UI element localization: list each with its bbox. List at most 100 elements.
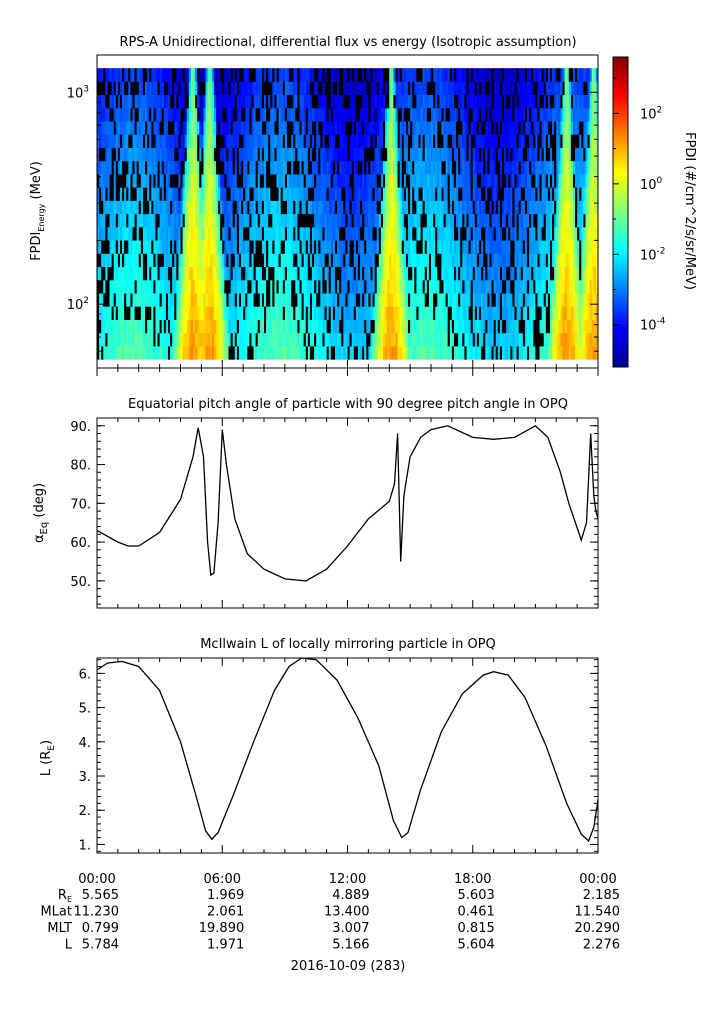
- spectrogram-cell: [466, 213, 469, 228]
- spectrogram-cell: [583, 134, 586, 148]
- spectrogram-cell: [531, 94, 534, 109]
- spectrogram-cell: [324, 266, 328, 281]
- spectrogram-cell: [564, 345, 568, 360]
- spectrogram-cell: [479, 266, 482, 281]
- spectrogram-cell: [579, 174, 582, 188]
- spectrogram-cell: [334, 306, 338, 320]
- spectrogram-cell: [334, 240, 338, 254]
- spectrogram-cell: [422, 200, 426, 215]
- spectrogram-cell: [299, 306, 302, 320]
- spectrogram-cell: [512, 160, 515, 175]
- spectrogram-cell: [418, 134, 421, 148]
- spectrogram-cell: [305, 319, 309, 334]
- spectrogram-cell: [309, 306, 313, 320]
- spectrogram-cell: [259, 147, 263, 162]
- spectrogram-cell: [545, 332, 549, 347]
- spectrogram-cell: [535, 332, 538, 347]
- spectrogram-cell: [474, 319, 478, 334]
- spectrogram-cell: [368, 160, 371, 175]
- spectrogram-cell: [547, 253, 551, 268]
- spectrogram-cell: [443, 94, 447, 109]
- spectrogram-cell: [257, 253, 261, 268]
- spectrogram-cell: [318, 134, 321, 148]
- spectrogram-cell: [577, 107, 580, 122]
- spectrogram-cell: [274, 226, 277, 241]
- spectrogram-cell: [299, 319, 302, 334]
- spectrogram-cell: [97, 147, 100, 162]
- spectrogram-cell: [449, 293, 453, 307]
- spectrogram-cell: [161, 213, 165, 228]
- spectrogram-cell: [589, 332, 593, 347]
- spectrogram-cell: [587, 306, 591, 320]
- spectrogram-cell: [172, 226, 175, 241]
- spectrogram-cell: [149, 81, 152, 96]
- spectrogram-cell: [587, 94, 591, 109]
- spectrogram-cell: [458, 200, 461, 215]
- spectrogram-cell: [209, 160, 213, 175]
- spectrogram-cell: [230, 107, 234, 122]
- spectrogram-cell: [117, 94, 121, 109]
- spectrogram-cell: [472, 94, 476, 109]
- spectrogram-cell: [385, 107, 388, 122]
- spectrogram-cell: [368, 134, 371, 148]
- spectrogram-cell: [228, 266, 231, 281]
- spectrogram-cell: [126, 345, 129, 360]
- spectrogram-cell: [218, 213, 221, 228]
- spectrogram-cell: [153, 319, 156, 334]
- spectrogram-cell: [182, 253, 186, 268]
- spectrogram-cell: [119, 174, 123, 188]
- spectrogram-cell: [251, 319, 254, 334]
- spectrogram-cell: [172, 174, 175, 188]
- spectrogram-cell: [431, 226, 434, 241]
- spectrogram-cell: [213, 240, 217, 254]
- spectrogram-cell: [320, 107, 323, 122]
- spectrogram-cell: [155, 226, 158, 241]
- spectrogram-cell: [147, 240, 150, 254]
- spectrogram-cell: [554, 187, 557, 201]
- spectrogram-cell: [101, 253, 104, 268]
- spectrogram-cell: [124, 174, 127, 188]
- spectrogram-cell: [420, 345, 424, 360]
- spectrogram-cell: [451, 213, 455, 228]
- spectrogram-cell: [549, 187, 553, 201]
- spectrogram-cell: [172, 121, 175, 135]
- spectrogram-cell: [207, 240, 211, 254]
- spectrogram-cell: [241, 293, 244, 307]
- spectrogram-cell: [165, 345, 169, 360]
- spectrogram-cell: [483, 200, 486, 215]
- spectrogram-cell: [215, 345, 219, 360]
- spectrogram-cell: [259, 319, 263, 334]
- spectrogram-cell: [568, 332, 572, 347]
- spectrogram-cell: [278, 319, 282, 334]
- spectrogram-cell: [259, 226, 263, 241]
- spectrogram-cell: [347, 266, 350, 281]
- spectrogram-cell: [328, 107, 332, 122]
- spectrogram-cell: [142, 279, 146, 294]
- spectrogram-cell: [589, 174, 593, 188]
- spectrogram-cell: [259, 306, 263, 320]
- spectrogram-cell: [238, 240, 242, 254]
- spectrogram-cell: [184, 107, 188, 122]
- spectrogram-cell: [337, 226, 340, 241]
- spectrogram-cell: [380, 319, 384, 334]
- spectrogram-cell: [462, 121, 465, 135]
- spectrogram-cell: [330, 266, 334, 281]
- spectrogram-cell: [512, 293, 515, 307]
- spectrogram-cell: [255, 293, 259, 307]
- spectrogram-cell: [575, 226, 578, 241]
- spectrogram-cell: [466, 147, 469, 162]
- spectrogram-cell: [483, 226, 486, 241]
- spectrogram-cell: [570, 319, 574, 334]
- spectrogram-cell: [451, 81, 455, 96]
- spectrogram-cell: [151, 94, 154, 109]
- spectrogram-cell: [186, 200, 190, 215]
- spectrogram-cell: [552, 200, 555, 215]
- spectrogram-cell: [105, 147, 108, 162]
- spectrogram-cell: [332, 94, 336, 109]
- spectrogram-cell: [115, 266, 119, 281]
- spectrogram-cell: [397, 319, 401, 334]
- spectrogram-cell: [105, 319, 108, 334]
- spectrogram-cell: [549, 134, 553, 148]
- spectrogram-cell: [357, 240, 361, 254]
- spectrogram-cell: [142, 266, 146, 281]
